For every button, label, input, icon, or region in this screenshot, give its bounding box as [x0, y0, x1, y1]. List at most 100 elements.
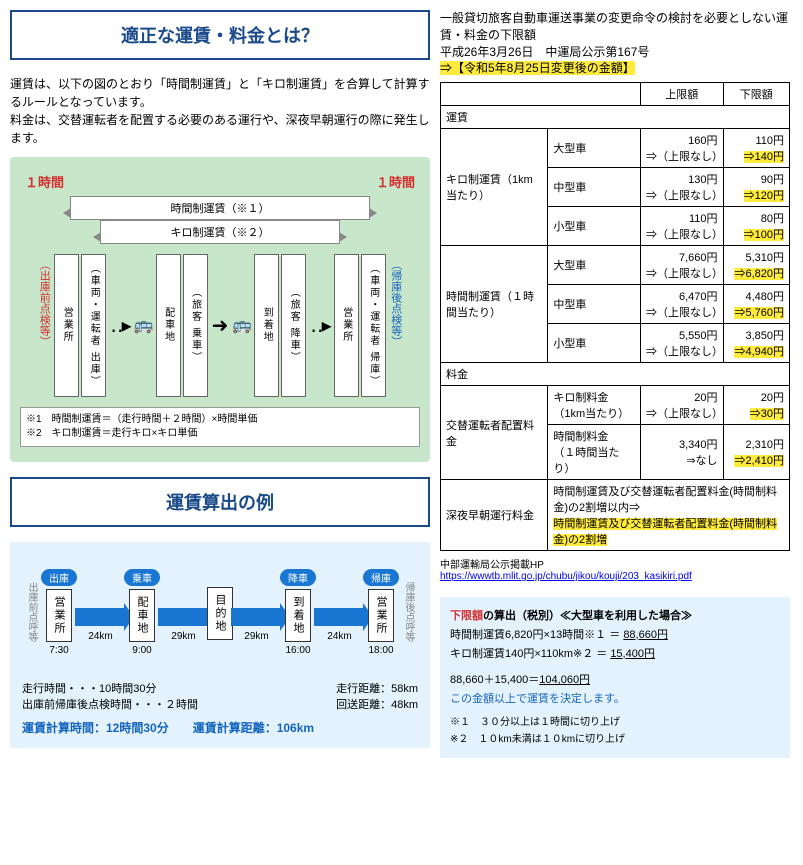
lower-cell: 80円⇒100円: [723, 207, 789, 246]
link-label: 中部運輸局公示掲載HP: [440, 556, 790, 571]
calc-result: この金額以上で運賃を決定します。: [450, 690, 780, 709]
step-label-0: 出庫: [41, 569, 77, 586]
flow-box-5: （旅客 降車）: [281, 254, 306, 397]
step-time-4: 18:00: [368, 645, 393, 656]
link-url[interactable]: https://wwwtb.mlit.go.jp/chubu/jikou/kou…: [440, 571, 692, 582]
sec-fare: 運賃: [441, 106, 790, 129]
upper-cell: 20円 ⇒（上限なし）: [641, 386, 724, 425]
stat3: 走行距離：58km: [336, 681, 418, 698]
rh3: ⇒【令和5年8月25日変更後の金額】: [440, 61, 635, 75]
calc-n2: ※２ １０km未満は１０kmに切り上げ: [450, 731, 780, 748]
hour-right: １時間: [376, 172, 415, 191]
fare-structure-diagram: １時間 １時間 時間制運賃（※１） キロ制運賃（※２） （出庫前点検等） 営業所…: [10, 157, 430, 462]
calc-v2: 15,400円: [610, 648, 655, 660]
arrow-2: 29km: [231, 608, 282, 626]
lower-cell: 3,850円⇒4,940円: [723, 324, 789, 363]
hour-left: １時間: [25, 172, 64, 191]
arrow-1: 29km: [158, 608, 209, 626]
section2-title: 運賃算出の例: [22, 489, 418, 515]
flow-box-2: 配車地: [156, 254, 181, 397]
upper-cell: 130円 ⇒（上限なし）: [641, 168, 724, 207]
bus-icon: 🚌: [232, 315, 252, 335]
stat1: 走行時間・・・10時間30分: [22, 681, 198, 698]
calc-l2: キロ制運賃140円×110km※２ ＝: [450, 648, 610, 660]
upper-cell: 160円 ⇒（上限なし）: [641, 129, 724, 168]
flow-box-3: （旅客 乗車）: [183, 254, 208, 397]
flow-box-6: 営業所: [334, 254, 359, 397]
stat2: 出庫前帰庫後点検時間・・・２時間: [22, 697, 198, 714]
lower-cell: 20円⇒30円: [723, 386, 789, 425]
diagram-notes: ※1 時間制運賃＝（走行時間＋２時間）×時間単価 ※2 キロ制運賃＝走行キロ×キ…: [20, 407, 420, 447]
arrow-icon: ➜: [210, 313, 231, 338]
arrow-icon: ‥▸: [108, 313, 131, 338]
type-cell: 中型車: [548, 285, 641, 324]
group-label: キロ制運賃（1km当たり）: [441, 129, 548, 246]
time-fare-bar: 時間制運賃（※１）: [70, 196, 370, 220]
step-box-2: 目的地: [207, 587, 233, 640]
d2-result: 運賃計算時間：12時間30分 運賃計算距離：106km: [22, 719, 418, 736]
sec-fee: 料金: [441, 363, 790, 386]
step-time-3: 16:00: [285, 645, 310, 656]
upper-cell: 6,470円 ⇒（上限なし）: [641, 285, 724, 324]
lower-cell: 90円⇒120円: [723, 168, 789, 207]
intro-text: 運賃は、以下の図のとおり「時間制運賃」と「キロ制運賃」を合算して計算するルールと…: [10, 75, 430, 147]
bus-icon: 🚌: [134, 315, 154, 335]
section2-title-box: 運賃算出の例: [10, 477, 430, 527]
type-cell: 時間制料金 （１時間当たり）: [548, 425, 641, 480]
fare-table: 上限額下限額 運賃 キロ制運賃（1km当たり）大型車160円 ⇒（上限なし）11…: [440, 82, 790, 551]
type-cell: 大型車: [548, 246, 641, 285]
lower-cell: 4,480円⇒5,760円: [723, 285, 789, 324]
example-diagram: 出庫前点呼等 出庫 営業所 7:30 24km 乗車 配車地 9:00 29km…: [10, 542, 430, 748]
calc-title: 下限額の算出（税別）≪大型車を利用した場合≫: [450, 607, 780, 626]
upper-cell: 3,340円 ⇒なし: [641, 425, 724, 480]
type-cell: 中型車: [548, 168, 641, 207]
step-time-1: 9:00: [132, 645, 151, 656]
step-label-3: 帰庫: [363, 569, 399, 586]
calculation-box: 下限額の算出（税別）≪大型車を利用した場合≫ 時間制運賃6,820円×13時間※…: [440, 597, 790, 757]
step-time-0: 7:30: [49, 645, 68, 656]
step-label-2: 降車: [280, 569, 316, 586]
type-cell: 大型車: [548, 129, 641, 168]
group-label: 交替運転者配置料金: [441, 386, 548, 480]
rh2: 平成26年3月26日 中運局公示第167号: [440, 44, 790, 61]
col-lower: 下限額: [723, 83, 789, 106]
lower-cell: 2,310円⇒2,410円: [723, 425, 789, 480]
upper-cell: 5,550円 ⇒（上限なし）: [641, 324, 724, 363]
arrow-0: 24km: [75, 608, 126, 626]
step-label-1: 乗車: [124, 569, 160, 586]
note1: ※1 時間制運賃＝（走行時間＋２時間）×時間単価: [26, 413, 414, 427]
night-label: 深夜早朝運行料金: [441, 480, 548, 551]
upper-cell: 7,660円 ⇒（上限なし）: [641, 246, 724, 285]
step-box-4: 営業所: [368, 589, 394, 642]
col-upper: 上限額: [641, 83, 724, 106]
type-cell: 小型車: [548, 207, 641, 246]
note2: ※2 キロ制運賃＝走行キロ×キロ単価: [26, 427, 414, 441]
type-cell: キロ制料金 （1km当たり）: [548, 386, 641, 425]
night-text: 時間制運賃及び交替運転者配置料金(時間制料金)の2割増以内⇒ 時間制運賃及び交替…: [548, 480, 790, 551]
km-fare-bar: キロ制運賃（※２）: [100, 220, 340, 244]
section1-title: 適正な運賃・料金とは？: [22, 22, 418, 48]
arrow-icon: ‥▸: [308, 313, 331, 338]
group-label: 時間制運賃（１時間当たり）: [441, 246, 548, 363]
step-box-0: 営業所: [46, 589, 72, 642]
step-box-1: 配車地: [129, 589, 155, 642]
calc-n1: ※１ ３０分以上は１時間に切り上げ: [450, 714, 780, 731]
side-right-label: （帰庫後点検等）: [388, 254, 404, 397]
flow-box-7: （車両・運転者 帰庫）: [361, 254, 386, 397]
d2-side-left: 出庫前点呼等: [22, 582, 41, 642]
upper-cell: 110円 ⇒（上限なし）: [641, 207, 724, 246]
section1-title-box: 適正な運賃・料金とは？: [10, 10, 430, 60]
link-section: 中部運輸局公示掲載HP https://wwwtb.mlit.go.jp/chu…: [440, 556, 790, 582]
calc-l1: 時間制運賃6,820円×13時間※１ ＝: [450, 629, 623, 641]
calc-sumv: 104,060円: [539, 674, 590, 686]
arrow-3: 24km: [314, 608, 365, 626]
rh1: 一般貸切旅客自動車運送事業の変更命令の検討を必要としない運賃・料金の下限額: [440, 10, 790, 44]
flow-box-1: （車両・運転者 出庫）: [81, 254, 106, 397]
lower-cell: 5,310円⇒6,820円: [723, 246, 789, 285]
lower-cell: 110円⇒140円: [723, 129, 789, 168]
calc-sum: 88,660＋15,400＝: [450, 674, 539, 686]
side-left-label: （出庫前点検等）: [36, 254, 52, 397]
right-header: 一般貸切旅客自動車運送事業の変更命令の検討を必要としない運賃・料金の下限額 平成…: [440, 10, 790, 77]
stat4: 回送距離：48km: [336, 697, 418, 714]
flow-box-4: 到着地: [254, 254, 279, 397]
